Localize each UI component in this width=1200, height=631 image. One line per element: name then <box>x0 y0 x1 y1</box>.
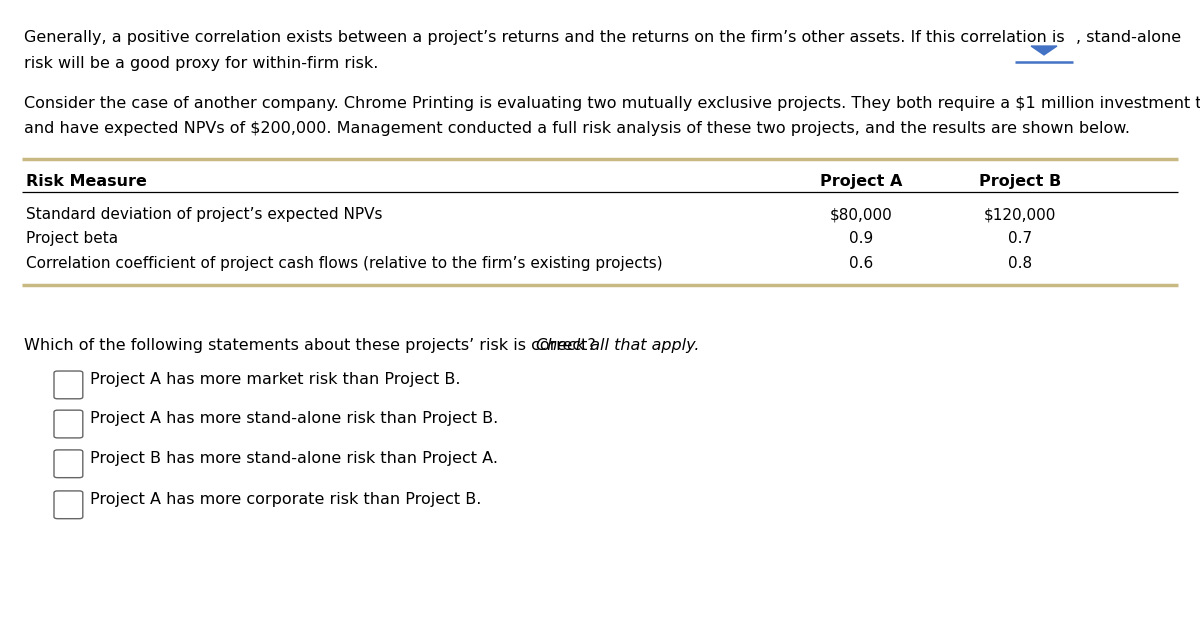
Text: Project A has more corporate risk than Project B.: Project A has more corporate risk than P… <box>90 492 481 507</box>
Text: Project A: Project A <box>821 174 902 189</box>
Text: Which of the following statements about these projects’ risk is correct?: Which of the following statements about … <box>24 338 601 353</box>
Text: Consider the case of another company. Chrome Printing is evaluating two mutually: Consider the case of another company. Ch… <box>24 96 1200 111</box>
Text: Correlation coefficient of project cash flows (relative to the firm’s existing p: Correlation coefficient of project cash … <box>26 256 664 271</box>
FancyBboxPatch shape <box>54 410 83 438</box>
Text: , stand-alone: , stand-alone <box>1076 30 1182 45</box>
Text: 0.9: 0.9 <box>850 231 874 246</box>
Text: Project A has more stand-alone risk than Project B.: Project A has more stand-alone risk than… <box>90 411 498 427</box>
Text: Project A has more market risk than Project B.: Project A has more market risk than Proj… <box>90 372 461 387</box>
Text: Generally, a positive correlation exists between a project’s returns and the ret: Generally, a positive correlation exists… <box>24 30 1064 45</box>
Text: Project B: Project B <box>979 174 1061 189</box>
Text: Check all that apply.: Check all that apply. <box>536 338 700 353</box>
Text: and have expected NPVs of $200,000. Management conducted a full risk analysis of: and have expected NPVs of $200,000. Mana… <box>24 121 1130 136</box>
FancyBboxPatch shape <box>54 450 83 478</box>
Text: 0.6: 0.6 <box>850 256 874 271</box>
Text: Project B has more stand-alone risk than Project A.: Project B has more stand-alone risk than… <box>90 451 498 466</box>
Text: $120,000: $120,000 <box>984 207 1056 222</box>
FancyBboxPatch shape <box>54 371 83 399</box>
FancyBboxPatch shape <box>54 491 83 519</box>
Text: $80,000: $80,000 <box>830 207 893 222</box>
Text: Standard deviation of project’s expected NPVs: Standard deviation of project’s expected… <box>26 207 383 222</box>
Text: Risk Measure: Risk Measure <box>26 174 148 189</box>
Text: risk will be a good proxy for within-firm risk.: risk will be a good proxy for within-fir… <box>24 56 378 71</box>
Text: Project beta: Project beta <box>26 231 119 246</box>
Text: 0.8: 0.8 <box>1008 256 1032 271</box>
Polygon shape <box>1031 46 1057 55</box>
Text: 0.7: 0.7 <box>1008 231 1032 246</box>
